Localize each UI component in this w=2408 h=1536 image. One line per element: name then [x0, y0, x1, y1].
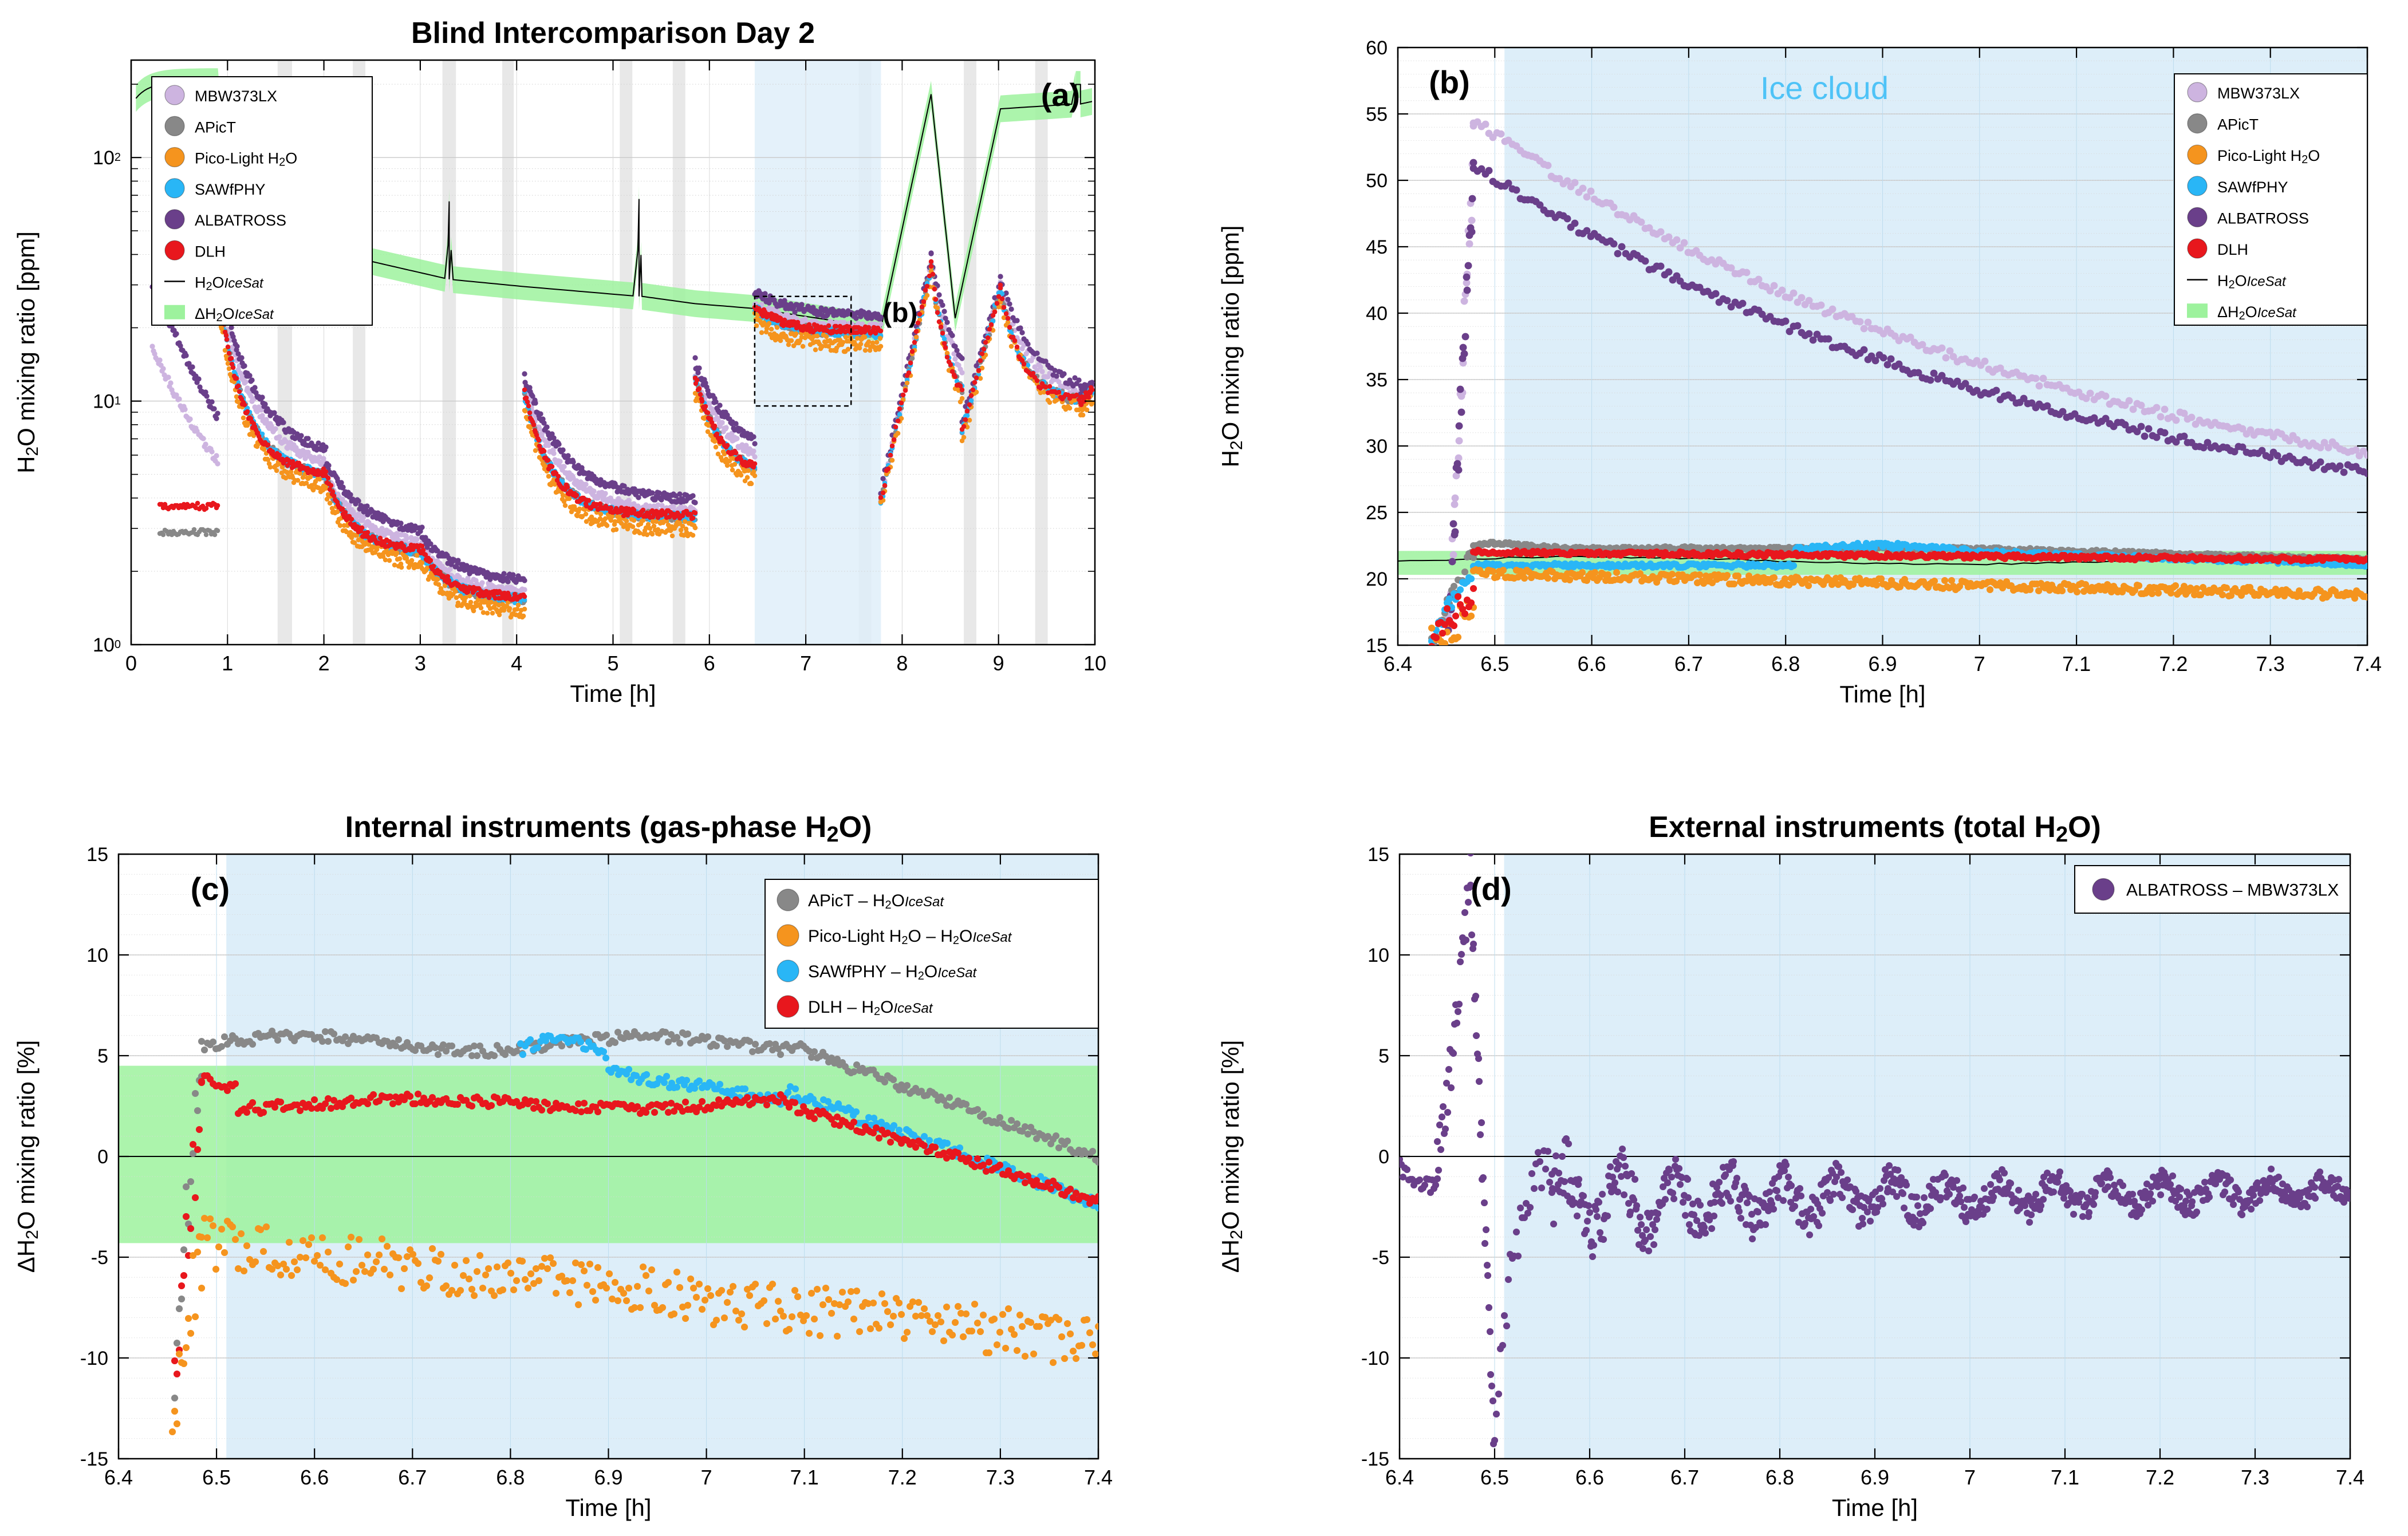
- svg-text:(a): (a): [1041, 77, 1080, 113]
- svg-text:(b): (b): [1429, 64, 1470, 100]
- svg-text:45: 45: [1366, 236, 1388, 258]
- svg-text:30: 30: [1366, 436, 1388, 457]
- svg-text:7.1: 7.1: [790, 1466, 819, 1489]
- svg-text:15: 15: [1367, 844, 1389, 866]
- svg-text:6.9: 6.9: [594, 1466, 622, 1489]
- svg-text:8: 8: [896, 651, 908, 675]
- svg-text:-5: -5: [1372, 1247, 1389, 1269]
- svg-text:6.5: 6.5: [1480, 652, 1509, 676]
- svg-text:7.1: 7.1: [2062, 652, 2091, 676]
- svg-text:Pico-Light H2O – H2OIceSat: Pico-Light H2O – H2OIceSat: [808, 927, 1012, 947]
- svg-text:7.2: 7.2: [888, 1466, 917, 1489]
- svg-text:6.6: 6.6: [1575, 1466, 1603, 1489]
- svg-text:7.3: 7.3: [986, 1466, 1015, 1489]
- svg-text:6.4: 6.4: [104, 1466, 133, 1489]
- svg-text:Time [h]: Time [h]: [1839, 681, 1925, 708]
- svg-text:H2O mixing ratio [ppm]: H2O mixing ratio [ppm]: [13, 231, 42, 473]
- svg-text:0: 0: [97, 1146, 108, 1168]
- svg-text:2: 2: [318, 651, 330, 675]
- svg-text:APicT: APicT: [195, 119, 236, 136]
- svg-text:5: 5: [1378, 1045, 1389, 1067]
- svg-text:40: 40: [1366, 303, 1388, 325]
- svg-text:6.4: 6.4: [1383, 652, 1412, 676]
- svg-text:-5: -5: [91, 1247, 108, 1269]
- svg-text:7.3: 7.3: [2240, 1466, 2269, 1489]
- svg-text:APicT – H2OIceSat: APicT – H2OIceSat: [808, 891, 944, 911]
- svg-text:Time [h]: Time [h]: [1831, 1494, 1917, 1521]
- svg-text:6.5: 6.5: [1480, 1466, 1508, 1489]
- svg-text:SAWfPHY: SAWfPHY: [2217, 179, 2288, 196]
- svg-text:6.8: 6.8: [1771, 652, 1800, 676]
- svg-text:1: 1: [222, 651, 233, 675]
- svg-text:5: 5: [97, 1045, 108, 1067]
- svg-text:DLH – H2OIceSat: DLH – H2OIceSat: [808, 998, 933, 1018]
- svg-text:H2O mixing ratio [ppm]: H2O mixing ratio [ppm]: [1217, 226, 1246, 468]
- svg-text:Time [h]: Time [h]: [565, 1494, 651, 1521]
- svg-text:6.8: 6.8: [1765, 1466, 1794, 1489]
- svg-text:25: 25: [1366, 502, 1388, 524]
- svg-text:ALBATROSS – MBW373LX: ALBATROSS – MBW373LX: [2126, 880, 2339, 899]
- svg-text:20: 20: [1366, 568, 1388, 590]
- svg-text:Ice cloud: Ice cloud: [1760, 70, 1888, 106]
- svg-text:7.4: 7.4: [2335, 1466, 2364, 1489]
- svg-text:DLH: DLH: [2217, 241, 2248, 258]
- svg-text:0: 0: [125, 651, 137, 675]
- svg-text:ALBATROSS: ALBATROSS: [195, 212, 286, 229]
- svg-text:Internal instruments (gas-phas: Internal instruments (gas-phase H2O): [345, 811, 872, 847]
- svg-text:7: 7: [1964, 1466, 1975, 1489]
- svg-text:10: 10: [1083, 651, 1106, 675]
- svg-text:9: 9: [993, 651, 1004, 675]
- svg-text:(d): (d): [1471, 871, 1512, 907]
- svg-text:7: 7: [701, 1466, 712, 1489]
- svg-text:10: 10: [86, 945, 108, 966]
- svg-text:SAWfPHY – H2OIceSat: SAWfPHY – H2OIceSat: [808, 962, 978, 982]
- svg-text:External instruments (total H2: External instruments (total H2O): [1649, 811, 2101, 847]
- svg-text:APicT: APicT: [2217, 116, 2259, 133]
- svg-text:3: 3: [415, 651, 426, 675]
- svg-text:-10: -10: [1361, 1348, 1389, 1369]
- svg-text:5: 5: [607, 651, 618, 675]
- svg-text:Blind Intercomparison Day 2: Blind Intercomparison Day 2: [411, 17, 815, 50]
- svg-text:-10: -10: [80, 1348, 108, 1369]
- svg-text:6.4: 6.4: [1385, 1466, 1413, 1489]
- svg-text:6.9: 6.9: [1860, 1466, 1889, 1489]
- svg-text:6.8: 6.8: [496, 1466, 525, 1489]
- svg-text:(c): (c): [191, 871, 230, 907]
- svg-text:7.1: 7.1: [2050, 1466, 2079, 1489]
- svg-text:15: 15: [86, 844, 108, 866]
- svg-text:10: 10: [1367, 945, 1389, 966]
- svg-text:6.6: 6.6: [1577, 652, 1606, 676]
- svg-text:ΔH2OIceSat: ΔH2OIceSat: [2217, 303, 2297, 322]
- svg-text:60: 60: [1366, 37, 1388, 59]
- svg-text:Time [h]: Time [h]: [570, 680, 656, 707]
- svg-text:H2OIceSat: H2OIceSat: [2217, 273, 2287, 291]
- svg-text:7: 7: [800, 651, 811, 675]
- svg-text:MBW373LX: MBW373LX: [195, 88, 277, 105]
- svg-text:35: 35: [1366, 369, 1388, 391]
- svg-text:DLH: DLH: [195, 243, 226, 260]
- svg-text:0: 0: [1378, 1146, 1389, 1168]
- svg-text:7.2: 7.2: [2145, 1466, 2174, 1489]
- svg-text:SAWfPHY: SAWfPHY: [195, 181, 266, 198]
- svg-text:6.6: 6.6: [300, 1466, 329, 1489]
- svg-text:6: 6: [704, 651, 715, 675]
- svg-text:55: 55: [1366, 104, 1388, 125]
- svg-text:6.7: 6.7: [1670, 1466, 1698, 1489]
- svg-text:6.7: 6.7: [1674, 652, 1702, 676]
- svg-text:6.5: 6.5: [202, 1466, 231, 1489]
- svg-text:4: 4: [511, 651, 522, 675]
- svg-text:7.3: 7.3: [2256, 652, 2284, 676]
- svg-text:(b): (b): [882, 298, 917, 329]
- svg-text:7.4: 7.4: [2352, 652, 2381, 676]
- svg-text:7.4: 7.4: [1084, 1466, 1113, 1489]
- svg-text:50: 50: [1366, 170, 1388, 192]
- svg-text:7: 7: [1973, 652, 1985, 676]
- svg-text:6.7: 6.7: [398, 1466, 427, 1489]
- svg-text:ΔH2OIceSat: ΔH2OIceSat: [195, 305, 274, 324]
- svg-text:ALBATROSS: ALBATROSS: [2217, 210, 2309, 227]
- svg-text:7.2: 7.2: [2159, 652, 2188, 676]
- svg-text:H2OIceSat: H2OIceSat: [195, 274, 264, 293]
- svg-text:MBW373LX: MBW373LX: [2217, 85, 2300, 102]
- svg-text:6.9: 6.9: [1868, 652, 1897, 676]
